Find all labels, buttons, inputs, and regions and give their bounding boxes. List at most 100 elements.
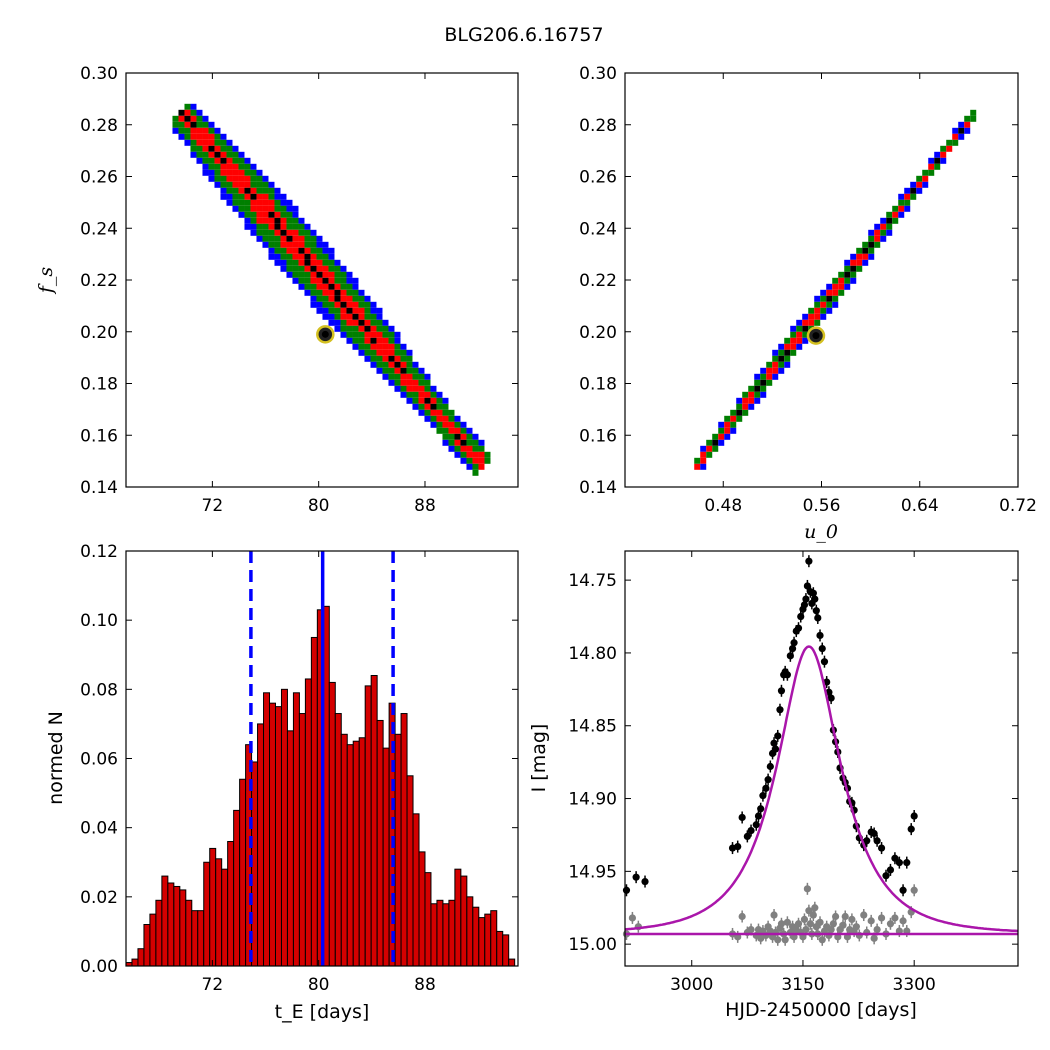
heatmap-cell xyxy=(406,361,413,368)
y-tick-label: 0.00 xyxy=(80,957,118,977)
data-point xyxy=(827,694,835,702)
heatmap-cell xyxy=(856,247,863,254)
heatmap-cell xyxy=(436,427,443,434)
data-point xyxy=(632,873,640,881)
heatmap-cell xyxy=(334,283,341,290)
heatmap-cell xyxy=(940,151,947,158)
histogram-bar xyxy=(358,737,366,967)
heatmap-cell xyxy=(286,205,293,212)
histogram-bar xyxy=(233,809,241,967)
heatmap-cell xyxy=(232,205,239,212)
histogram-bar xyxy=(137,948,145,967)
heatmap-cell xyxy=(820,307,827,314)
best-fit-center xyxy=(321,330,329,338)
residual-point xyxy=(628,914,637,922)
heatmap-cell xyxy=(724,421,731,428)
y-tick-label: 0.14 xyxy=(80,478,118,498)
heatmap-cell xyxy=(916,181,923,188)
data-point xyxy=(907,825,915,833)
heatmap-cell xyxy=(454,445,461,452)
heatmap-cell xyxy=(400,361,407,368)
x-tick-label: 3000 xyxy=(670,975,713,995)
heatmap-cell xyxy=(340,313,347,320)
heatmap-cell xyxy=(388,349,395,356)
heatmap-cell xyxy=(394,349,401,356)
data-point xyxy=(812,607,820,615)
heatmap-cell xyxy=(964,127,971,134)
heatmap-cell xyxy=(412,403,419,410)
heatmap-cell xyxy=(904,187,911,194)
heatmap-cell xyxy=(250,193,257,200)
heatmap-cell xyxy=(460,451,467,458)
heatmap-cell xyxy=(214,139,221,146)
panel-lightcurve: 3000 3150 3300 14.75 14.80 14.85 14.90 14.95 15.… xyxy=(568,550,1019,995)
heatmap-cell xyxy=(238,157,245,164)
residual-point xyxy=(860,911,868,919)
heatmap-cell xyxy=(394,343,401,350)
heatmap-cell xyxy=(376,355,383,362)
heatmap-cell xyxy=(856,253,863,260)
heatmap-cell xyxy=(850,271,857,278)
heatmap-cell xyxy=(238,199,245,206)
heatmap-cell xyxy=(328,301,335,308)
heatmap-cell xyxy=(184,127,191,134)
heatmap-cell xyxy=(256,235,263,242)
residual-point xyxy=(867,917,875,925)
heatmap-cell xyxy=(364,307,371,314)
heatmap-cell xyxy=(790,343,797,350)
heatmap-cell xyxy=(712,445,719,452)
heatmap-cell xyxy=(232,175,239,182)
heatmap-cell xyxy=(346,325,353,332)
heatmap-cell xyxy=(358,295,365,302)
heatmap-cell xyxy=(760,367,767,374)
heatmap-cell xyxy=(214,181,221,188)
heatmap-cell xyxy=(442,397,449,404)
heatmap-cell xyxy=(370,319,377,326)
heatmap-cell xyxy=(304,223,311,230)
heatmap-cell xyxy=(214,133,221,140)
heatmap-cell xyxy=(316,241,323,248)
residual-point xyxy=(886,920,895,928)
heatmap-cell xyxy=(268,211,275,218)
y-tick-label: 0.26 xyxy=(80,168,118,188)
heatmap-cell xyxy=(970,115,977,122)
heatmap-cell xyxy=(778,349,785,356)
heatmap-cell xyxy=(334,301,341,308)
heatmap-cell xyxy=(364,337,371,344)
heatmap-cell xyxy=(262,181,269,188)
heatmap-cell xyxy=(208,157,215,164)
heatmap-cell xyxy=(286,199,293,206)
heatmap-cell xyxy=(406,367,413,374)
histogram-bar xyxy=(490,910,498,967)
heatmap-cell xyxy=(244,169,251,176)
heatmap-cell xyxy=(454,439,461,446)
heatmap-cell xyxy=(370,361,377,368)
heatmap-cell xyxy=(250,175,257,182)
heatmap-cell xyxy=(358,313,365,320)
heatmap-cell xyxy=(352,289,359,296)
heatmap-cell xyxy=(304,283,311,290)
heatmap-cell xyxy=(268,253,275,260)
heatmap-cell xyxy=(352,307,359,314)
heatmap-cell xyxy=(250,181,257,188)
heatmap-cell xyxy=(286,259,293,266)
heatmap-cell xyxy=(202,169,209,176)
heatmap-cell xyxy=(340,283,347,290)
heatmap-cell xyxy=(262,175,269,182)
histogram-bar xyxy=(508,958,516,967)
data-point xyxy=(873,837,881,845)
heatmap-cell xyxy=(238,175,245,182)
histogram-bar xyxy=(209,847,217,967)
heatmap-cell xyxy=(286,265,293,272)
heatmap-cell xyxy=(220,187,227,194)
heatmap-cell xyxy=(700,463,707,470)
heatmap-cell xyxy=(418,373,425,380)
heatmap-cell xyxy=(214,157,221,164)
heatmap-cell xyxy=(370,337,377,344)
heatmap-cell xyxy=(952,139,959,146)
residual-point xyxy=(811,904,819,912)
heatmap-cell xyxy=(202,127,209,134)
heatmap-cell xyxy=(724,433,731,440)
heatmap-cell xyxy=(922,181,929,188)
heatmap-cell xyxy=(328,307,335,314)
